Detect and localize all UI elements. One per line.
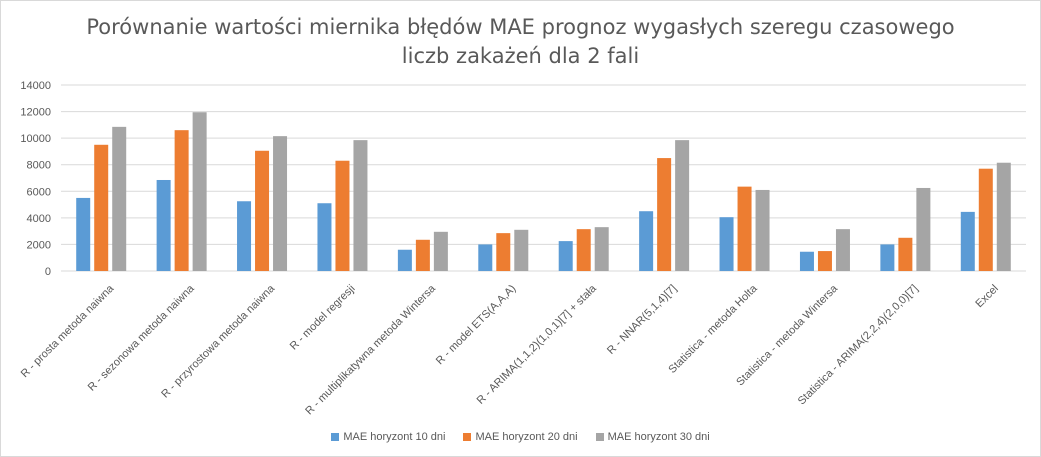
chart-title-line-2: liczb zakażeń dla 2 fali <box>401 44 640 68</box>
bar <box>156 179 171 271</box>
bar <box>639 211 654 271</box>
x-category-label: Statistica - metoda Holta <box>666 282 760 376</box>
legend-item-10: MAE horyzont 10 dni <box>331 431 445 443</box>
y-tick-label: 8000 <box>27 160 51 172</box>
bar <box>594 227 609 271</box>
legend-label-10: MAE horyzont 10 dni <box>343 431 446 443</box>
bar <box>817 251 832 271</box>
bar <box>558 241 573 271</box>
x-category-label: R - prosta metoda naiwna <box>19 282 117 380</box>
bar <box>514 229 529 271</box>
bar <box>237 201 252 271</box>
bar <box>916 187 931 271</box>
bar <box>960 211 975 271</box>
bar <box>898 237 913 271</box>
legend: MAE horyzont 10 dni MAE horyzont 20 dni … <box>1 431 1040 443</box>
x-category-label: Excel <box>973 283 1001 311</box>
bar <box>576 229 591 271</box>
y-tick-label: 6000 <box>27 186 51 198</box>
bar <box>657 158 672 271</box>
bar <box>353 140 368 271</box>
bar <box>192 112 207 271</box>
bar <box>478 244 493 271</box>
bar <box>880 244 895 271</box>
bar <box>755 189 770 271</box>
bar <box>835 229 850 271</box>
legend-label-30: MAE horyzont 30 dni <box>607 431 710 443</box>
x-category-label: R - model ETS(A,A,A) <box>434 283 519 368</box>
bar <box>978 168 993 271</box>
x-category-label: R - multiplikatywna metoda Wintersa <box>303 282 438 417</box>
legend-swatch-10 <box>331 433 340 441</box>
chart-title: Porównanie wartości miernika błędów MAE … <box>1 13 1040 71</box>
bar <box>317 203 332 271</box>
bar <box>737 186 752 271</box>
y-tick-label: 14000 <box>20 80 51 92</box>
bar <box>675 140 690 271</box>
y-tick-label: 4000 <box>27 213 51 225</box>
x-category-label: R - model regresji <box>288 283 358 353</box>
y-tick-label: 10000 <box>20 133 51 145</box>
y-tick-label: 0 <box>45 266 51 278</box>
x-category-label: R - NNAR(5,1,4)[7] <box>605 283 679 357</box>
y-tick-label: 12000 <box>20 107 51 119</box>
bar <box>273 136 288 271</box>
legend-item-30: MAE horyzont 30 dni <box>595 431 710 443</box>
y-tick-label: 2000 <box>27 239 51 251</box>
bar <box>433 231 448 271</box>
bar <box>76 197 91 271</box>
bar <box>335 160 350 271</box>
chart-title-line-1: Porównanie wartości miernika błędów MAE … <box>86 15 955 39</box>
bar <box>397 249 412 271</box>
bar <box>496 233 511 271</box>
bar <box>799 251 814 271</box>
legend-swatch-30 <box>595 433 604 441</box>
bar <box>996 162 1011 271</box>
bar <box>174 130 189 271</box>
bar <box>112 126 127 271</box>
legend-label-20: MAE horyzont 20 dni <box>475 431 578 443</box>
bar <box>94 144 109 271</box>
bar <box>415 239 430 271</box>
bar <box>255 150 270 271</box>
legend-item-20: MAE horyzont 20 dni <box>463 431 578 443</box>
bar <box>719 217 734 271</box>
legend-swatch-20 <box>463 433 472 441</box>
